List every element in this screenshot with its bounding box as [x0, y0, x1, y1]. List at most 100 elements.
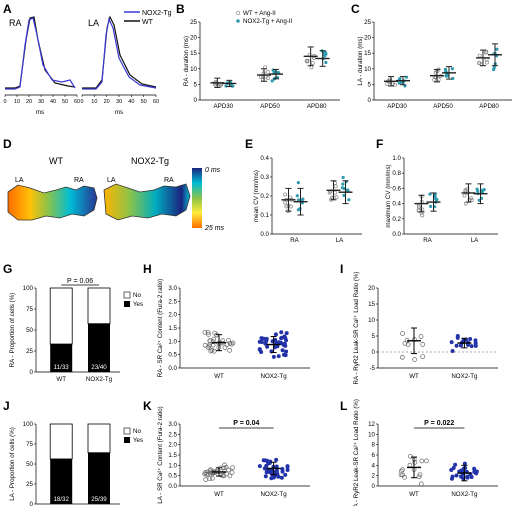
x-tick-label: 10 [14, 99, 20, 105]
data-point [468, 337, 473, 342]
legend-dot-tg [236, 19, 240, 23]
data-point [279, 330, 284, 335]
y-tick-label: 12 [368, 421, 375, 428]
y-tick-label: 0.4 [392, 201, 401, 208]
bar-yes [88, 323, 110, 372]
data-point [257, 464, 262, 469]
y-tick-label: 1.5 [168, 325, 177, 332]
data-point [477, 61, 482, 66]
colorbar-bottom: 25 ms [204, 225, 225, 232]
data-point [229, 470, 235, 475]
data-point [284, 331, 289, 336]
category-label: WT [409, 373, 419, 380]
category-label: APD30 [387, 103, 407, 110]
data-point [433, 195, 437, 199]
x-tick-label: 0 [3, 99, 6, 105]
x-tick-label: 30 [38, 99, 44, 105]
data-point [202, 329, 208, 335]
data-point [341, 175, 345, 180]
panel-label-a: A [3, 2, 12, 16]
category-label: WT [214, 373, 224, 380]
data-point [340, 186, 345, 190]
legend-label-yes: Yes [133, 437, 143, 444]
data-point [270, 79, 274, 83]
bar-no [49, 287, 73, 345]
legend-label-no: No [133, 428, 141, 435]
data-point [310, 61, 315, 65]
ra-trace-tg [5, 17, 76, 90]
data-point [462, 461, 467, 466]
y-tick-label: 0.5 [168, 352, 177, 359]
data-point [274, 457, 279, 462]
data-point [412, 357, 417, 362]
data-point [210, 339, 216, 344]
y-axis-label: maximum CV (mm/ms) [385, 164, 392, 227]
data-point [420, 354, 426, 359]
y-tick-label: 0.0 [168, 365, 177, 372]
la-trace-wt [82, 15, 157, 89]
x-tick-label: 60 [74, 99, 80, 105]
y-tick-label: 0 [372, 349, 376, 356]
data-point [347, 198, 351, 202]
map-tg-ra: RA [164, 177, 174, 184]
data-point [259, 350, 264, 355]
data-point [473, 338, 478, 343]
bar-no [87, 287, 111, 325]
data-point [420, 342, 426, 347]
category-label: NOX2-Tg [451, 373, 478, 380]
la-xlabel: ms [115, 109, 123, 116]
panel-label-l: L [340, 399, 347, 413]
data-point [205, 345, 211, 350]
y-tick-label: 75 [26, 441, 33, 448]
data-point [424, 458, 429, 464]
y-tick-label: 25 [364, 19, 371, 26]
data-point [226, 467, 231, 473]
data-point [484, 49, 489, 54]
bar-no [87, 423, 111, 454]
y-tick-label: 0.0 [260, 231, 269, 238]
data-point [285, 467, 290, 472]
data-point [296, 181, 300, 185]
panel-label-f: F [376, 137, 383, 151]
y-tick-label: 0.0 [168, 483, 177, 490]
data-point [453, 462, 458, 467]
data-point [279, 336, 284, 341]
data-point [296, 208, 301, 212]
y-tick-label: 10 [368, 317, 375, 324]
y-tick-label: 0 [368, 97, 372, 104]
panel-label-d: D [3, 137, 12, 151]
data-point [492, 65, 496, 69]
panel-label-k: K [143, 399, 152, 413]
data-point [283, 472, 288, 477]
y-tick-label: 5 [372, 333, 376, 340]
y-axis-label: RA - duration (ms) [183, 36, 190, 86]
category-label: APD30 [214, 103, 234, 110]
data-point [418, 481, 424, 487]
data-point [455, 335, 460, 340]
data-point [419, 458, 425, 464]
y-tick-label: 0.2 [392, 216, 401, 223]
legend-b-wt: WT + Ang-II [243, 10, 276, 17]
data-point [224, 342, 230, 347]
map-title-wt: WT [49, 156, 63, 166]
category-label: LA [336, 237, 344, 244]
data-point [402, 340, 408, 346]
data-point [459, 474, 464, 479]
data-point [399, 80, 403, 84]
legend-a: NOX2-Tg WT [124, 10, 172, 26]
data-point [472, 466, 477, 471]
y-tick-label: 10 [368, 431, 375, 438]
data-point [280, 348, 285, 353]
data-point [485, 60, 489, 65]
data-point [222, 462, 227, 468]
data-point [322, 53, 327, 58]
data-point [305, 59, 310, 64]
x-tick-label: 10 [91, 99, 97, 105]
x-tick-label: 30 [116, 99, 122, 105]
data-point [309, 65, 314, 70]
bar-yes [50, 458, 73, 504]
panel-label-b: B [176, 2, 185, 16]
data-point [205, 330, 211, 335]
data-point [477, 53, 482, 58]
data-point [450, 349, 455, 354]
